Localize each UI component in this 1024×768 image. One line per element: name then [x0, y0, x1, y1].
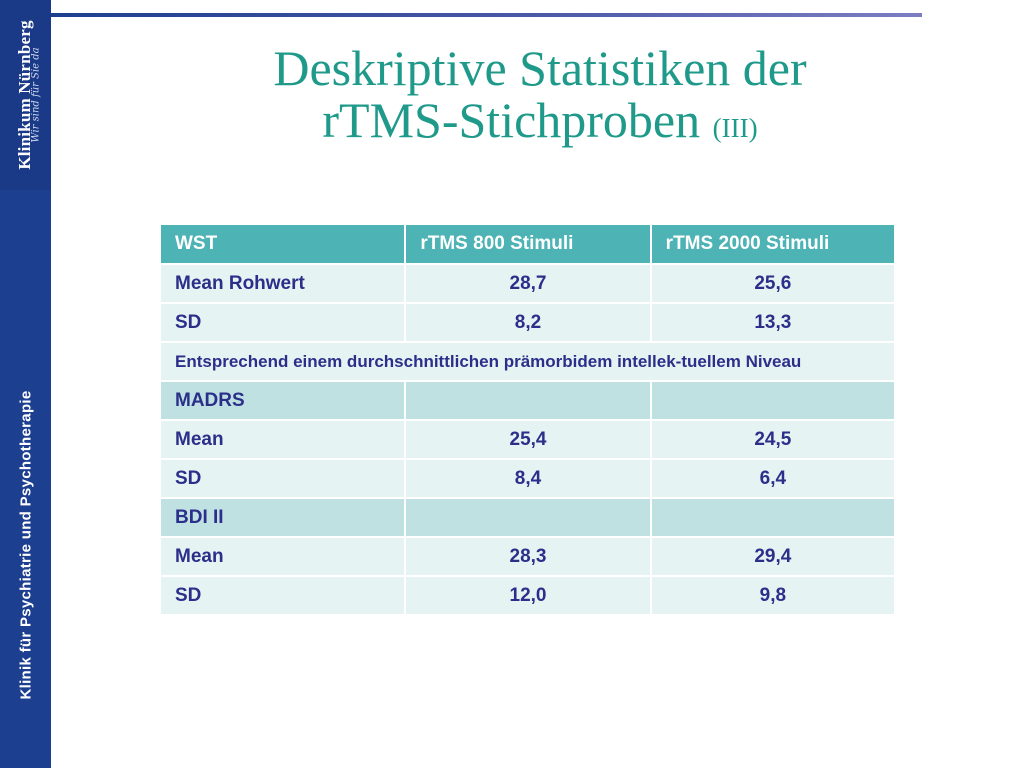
- header-cell: WST: [158, 223, 407, 265]
- header-cell: rTMS 800 Stimuli: [404, 223, 652, 265]
- row-label: Mean: [158, 536, 407, 577]
- value-cell: 12,0: [404, 575, 652, 616]
- value-cell: 28,7: [404, 263, 652, 304]
- value-cell: 6,4: [649, 458, 897, 499]
- sidebar: Klinikum Nürnberg Wir sind für Sie da Kl…: [0, 0, 51, 768]
- value-cell: 24,5: [649, 419, 897, 460]
- row-label: Mean Rohwert: [158, 263, 407, 304]
- logo-tagline: Wir sind für Sie da: [30, 47, 42, 143]
- title-line-2: rTMS-Stichproben (III): [60, 94, 1020, 154]
- value-cell: 28,3: [404, 536, 652, 577]
- table-row: Mean 28,3 29,4: [158, 536, 897, 577]
- section-row-madrs: MADRS: [158, 380, 897, 421]
- section-row-bdi: BDI II: [158, 497, 897, 538]
- title-suffix: (III): [712, 113, 758, 143]
- table-note-row: Entsprechend einem durchschnittlichen pr…: [159, 341, 896, 382]
- value-cell: 8,2: [404, 302, 652, 343]
- row-label: SD: [158, 575, 407, 616]
- empty-cell: [649, 380, 897, 421]
- table-row: Mean 25,4 24,5: [158, 419, 897, 460]
- row-label: SD: [158, 302, 407, 343]
- table-row: SD 8,4 6,4: [158, 458, 897, 499]
- title-line-2-text: rTMS-Stichproben: [322, 92, 701, 148]
- sidebar-clinic-label: Klinik für Psychiatrie und Psychotherapi…: [17, 390, 35, 700]
- title-line-1: Deskriptive Statistiken der: [273, 40, 807, 96]
- empty-cell: [649, 497, 897, 538]
- table-header-row: WST rTMS 800 Stimuli rTMS 2000 Stimuli: [158, 223, 897, 265]
- table-row: SD 12,0 9,8: [158, 575, 897, 616]
- top-divider: [51, 13, 922, 17]
- value-cell: 25,4: [404, 419, 652, 460]
- value-cell: 8,4: [404, 458, 652, 499]
- section-label: BDI II: [158, 497, 407, 538]
- value-cell: 25,6: [649, 263, 897, 304]
- table-row: SD 8,2 13,3: [158, 302, 897, 343]
- row-label: Mean: [158, 419, 407, 460]
- hospital-logo: Klinikum Nürnberg Wir sind für Sie da: [0, 0, 51, 190]
- header-cell: rTMS 2000 Stimuli: [649, 223, 897, 265]
- statistics-table: WST rTMS 800 Stimuli rTMS 2000 Stimuli M…: [158, 223, 897, 616]
- value-cell: 13,3: [649, 302, 897, 343]
- empty-cell: [404, 497, 652, 538]
- value-cell: 29,4: [649, 536, 897, 577]
- section-label: MADRS: [158, 380, 407, 421]
- value-cell: 9,8: [649, 575, 897, 616]
- note-cell: Entsprechend einem durchschnittlichen pr…: [159, 341, 896, 382]
- table-row: Mean Rohwert 28,7 25,6: [158, 263, 897, 304]
- empty-cell: [404, 380, 652, 421]
- row-label: SD: [158, 458, 407, 499]
- slide-title: Deskriptive Statistiken der rTMS-Stichpr…: [60, 42, 1020, 154]
